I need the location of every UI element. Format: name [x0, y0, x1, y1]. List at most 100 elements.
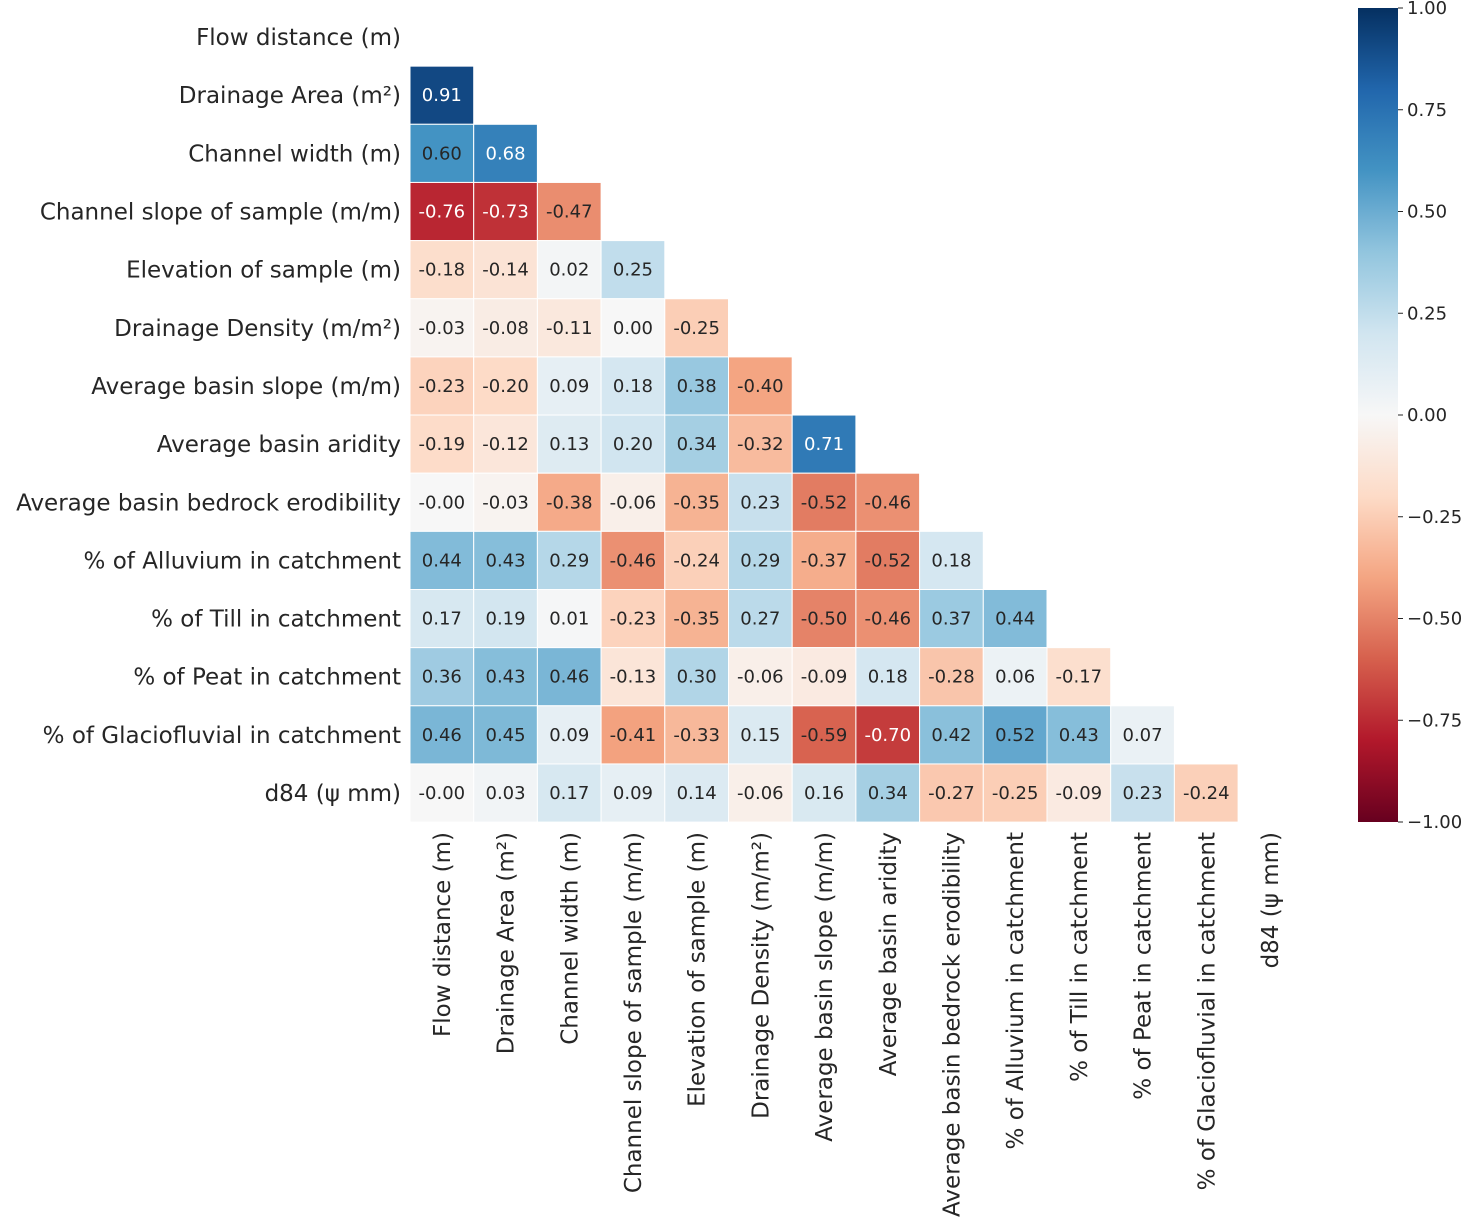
heatmap-cell: -0.08: [473, 298, 538, 358]
heatmap-cell: -0.35: [664, 472, 729, 532]
cell-rect: [473, 589, 538, 649]
heatmap-cell: -0.12: [473, 414, 538, 474]
heatmap-cell: 0.06: [982, 647, 1048, 707]
cell-rect: [791, 414, 857, 474]
cell-value-label: 0.27: [740, 609, 780, 630]
cell-value-label: 0.17: [549, 783, 589, 804]
cell-value-label: -0.23: [610, 609, 657, 630]
heatmap-cell: -0.06: [728, 647, 793, 707]
cell-rect: [600, 530, 666, 590]
heatmap-cell: 0.52: [982, 705, 1048, 765]
cell-value-label: -0.19: [419, 434, 466, 455]
cell-value-label: 0.07: [1123, 725, 1163, 746]
x-tick-label: % of Glaciofluvial in catchment: [1194, 832, 1220, 1190]
y-tick-label: % of Alluvium in catchment: [84, 548, 401, 574]
cell-value-label: -0.52: [801, 492, 848, 513]
heatmap-cell: 0.15: [728, 705, 793, 765]
cell-value-label: 0.60: [422, 143, 462, 164]
heatmap-cell: 0.30: [664, 647, 729, 707]
cell-rect: [536, 530, 602, 590]
heatmap-cell: -0.73: [473, 181, 538, 242]
heatmap-cell: 0.23: [1110, 763, 1175, 823]
cell-rect: [536, 356, 602, 416]
cell-value-label: 0.34: [868, 783, 908, 804]
y-tick-label: Drainage Area (m²): [179, 83, 401, 109]
heatmap-cell: 0.68: [473, 123, 538, 183]
cell-value-label: 0.52: [995, 725, 1035, 746]
cell-value-label: 0.38: [677, 376, 717, 397]
colorbar-tick-label: −0.25: [1407, 507, 1462, 528]
x-tick-label: Flow distance (m): [430, 832, 456, 1037]
heatmap-cell: -0.27: [919, 763, 984, 823]
heatmap-cell: -0.06: [728, 763, 793, 823]
cell-rect: [409, 414, 475, 474]
cell-value-label: 0.06: [995, 667, 1035, 688]
cell-value-label: -0.35: [673, 609, 720, 630]
cell-rect: [409, 530, 475, 590]
cell-rect: [728, 763, 793, 823]
cell-rect: [600, 763, 666, 823]
heatmap-cell: -0.52: [855, 530, 921, 590]
cell-value-label: -0.20: [482, 376, 529, 397]
y-tick-label: Channel slope of sample (m/m): [40, 200, 401, 226]
heatmap-cell: 0.46: [536, 647, 602, 707]
heatmap-cell: -0.33: [664, 705, 729, 765]
cell-value-label: -0.11: [546, 318, 593, 339]
cell-rect: [728, 356, 793, 416]
x-axis-tick-labels: Flow distance (m) Drainage Area (m²) Chann…: [430, 832, 1284, 1217]
cell-rect: [409, 763, 475, 823]
cell-value-label: 0.45: [486, 725, 526, 746]
cell-value-label: -0.00: [419, 783, 466, 804]
cell-value-label: -0.08: [482, 318, 529, 339]
heatmap-cell: 0.45: [473, 705, 538, 765]
cell-value-label: 0.18: [931, 550, 971, 571]
cell-value-label: -0.03: [419, 318, 466, 339]
heatmap-cell: 0.36: [409, 647, 475, 707]
cell-rect: [473, 356, 538, 416]
heatmap-cell: -0.20: [473, 356, 538, 416]
cell-rect: [728, 647, 793, 707]
cell-rect: [600, 356, 666, 416]
heatmap-cell: 0.46: [409, 705, 475, 765]
cell-value-label: -0.13: [610, 667, 657, 688]
cell-value-label: -0.46: [610, 550, 657, 571]
heatmap-cell: 0.18: [919, 530, 984, 590]
cell-value-label: -0.46: [864, 609, 911, 630]
cell-value-label: 0.23: [1123, 783, 1163, 804]
x-tick-label: Channel width (m): [557, 832, 583, 1045]
x-tick-label: d84 (ψ mm): [1258, 832, 1284, 968]
heatmap-cell: 0.71: [791, 414, 857, 474]
cell-value-label: 0.15: [740, 725, 780, 746]
cell-rect: [473, 123, 538, 183]
heatmap-cell: 0.14: [664, 763, 729, 823]
cell-rect: [791, 530, 857, 590]
cell-value-label: -0.06: [610, 492, 657, 513]
y-tick-label: Average basin slope (m/m): [91, 374, 401, 400]
heatmap-cell: -0.06: [600, 472, 666, 532]
heatmap-cell: -0.50: [791, 589, 857, 649]
cell-rect: [409, 705, 475, 765]
heatmap-cell: 0.34: [855, 763, 921, 823]
cell-value-label: -0.40: [737, 376, 784, 397]
cell-rect: [982, 705, 1048, 765]
heatmap-cell: -0.09: [1046, 763, 1112, 823]
cell-value-label: 0.46: [549, 667, 589, 688]
cell-value-label: 0.02: [549, 260, 589, 281]
cell-value-label: -0.06: [737, 667, 784, 688]
heatmap-cell: -0.59: [791, 705, 857, 765]
y-tick-label: Flow distance (m): [196, 25, 401, 51]
cell-value-label: 0.16: [804, 783, 844, 804]
cell-rect: [409, 356, 475, 416]
cell-value-label: 0.44: [422, 550, 462, 571]
heatmap-cell: 0.44: [982, 589, 1048, 649]
cell-value-label: 0.34: [677, 434, 717, 455]
cell-rect: [664, 356, 729, 416]
colorbar-tick-label: −0.75: [1407, 710, 1462, 731]
heatmap-cell: 0.34: [664, 414, 729, 474]
y-tick-label: Average basin aridity: [157, 432, 401, 458]
cell-rect: [600, 647, 666, 707]
colorbar-tick-label: 0.25: [1407, 303, 1447, 324]
cell-value-label: 0.09: [613, 783, 653, 804]
cell-value-label: 0.37: [931, 609, 971, 630]
cell-rect: [855, 589, 921, 649]
